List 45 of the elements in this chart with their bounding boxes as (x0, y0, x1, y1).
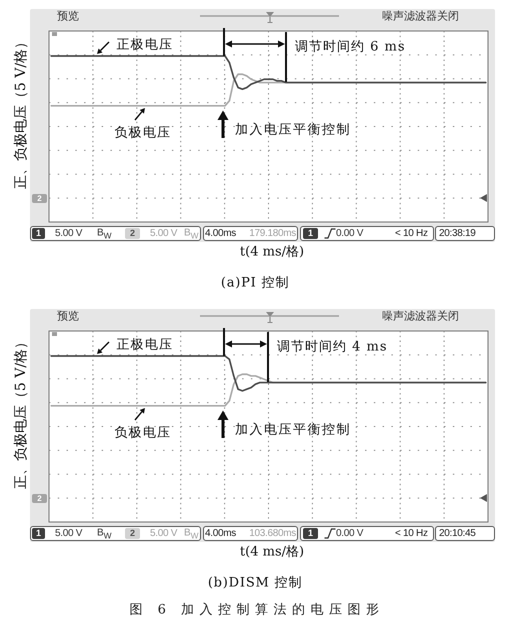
text: 1 (32, 228, 45, 239)
annotation: 加入电压平衡控制 (235, 422, 351, 438)
text: 噪声滤波器关闭 (382, 10, 459, 22)
text: 4.00ms (205, 228, 236, 238)
text: 5.00 V (55, 528, 82, 538)
text: 20:10:45 (439, 528, 476, 538)
caption: 图 6 加入控制算法的电压图形 (129, 602, 385, 618)
y-axis-title: 正、负极电压（5 V/格） (13, 34, 29, 190)
annotation: 加入电压平衡控制 (235, 122, 351, 138)
text: 1 (303, 528, 318, 539)
text: B$_{W}$ (97, 526, 112, 540)
text: 预览 (57, 310, 79, 322)
series-label: 正极电压 (116, 37, 174, 52)
text: 2 (125, 228, 140, 239)
x-axis-title: t(4 ms/格) (240, 544, 304, 560)
text: < 10 Hz (395, 528, 428, 538)
series-label: 负极电压 (114, 125, 172, 140)
text: 1 (32, 528, 45, 539)
text: 噪声滤波器关闭 (382, 310, 459, 322)
text: 5.00 V (55, 228, 82, 238)
text: 1 (303, 228, 318, 239)
y-axis-title: 正、负极电压（5 V/格） (13, 334, 29, 490)
text: 103.680ms (249, 528, 296, 538)
text: 5.00 V (150, 528, 178, 538)
text: < 10 Hz (395, 228, 428, 238)
text: 0.00 V (336, 528, 364, 538)
text: B$_{W}$ (184, 226, 199, 240)
text: B$_{W}$ (97, 226, 112, 240)
text: 调节时间约 6 ms (295, 40, 406, 54)
text: 2 (32, 194, 47, 203)
text: 2 (32, 494, 47, 503)
text: 5.00 V (150, 228, 178, 238)
text: 0.00 V (336, 228, 364, 238)
text: 20:38:19 (439, 228, 476, 238)
x-axis-title: t(4 ms/格) (240, 244, 304, 260)
series-label: 正极电压 (116, 337, 174, 352)
text: (b)DISM 控制 (208, 576, 302, 590)
text: 2 (125, 528, 140, 539)
text: 4.00ms (205, 528, 236, 538)
series-label: 负极电压 (114, 425, 172, 440)
text: (a)PI 控制 (220, 276, 290, 290)
text: B$_{W}$ (184, 526, 199, 540)
text: 179.180ms (249, 228, 296, 238)
text: 调节时间约 4 ms (277, 340, 388, 354)
text: 预览 (57, 10, 79, 22)
